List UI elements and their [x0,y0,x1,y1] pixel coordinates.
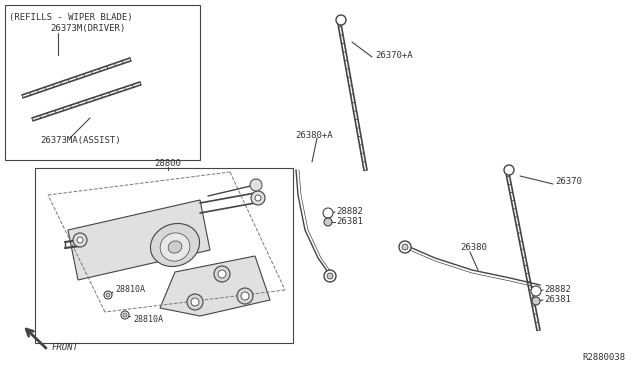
Circle shape [324,270,336,282]
Circle shape [73,233,87,247]
Circle shape [532,297,540,305]
Text: 28810A: 28810A [115,285,145,295]
Circle shape [327,273,333,279]
Circle shape [106,293,110,297]
Bar [5,5,200,160]
Ellipse shape [150,224,200,266]
Circle shape [237,288,253,304]
Circle shape [531,286,541,296]
Text: 26373M(DRIVER): 26373M(DRIVER) [50,25,125,33]
Text: 28800: 28800 [155,158,181,167]
Text: 28882: 28882 [336,208,363,217]
Text: 26370+A: 26370+A [375,51,413,60]
Circle shape [77,237,83,243]
Circle shape [191,298,199,306]
Polygon shape [160,256,270,316]
Ellipse shape [168,241,182,253]
Text: 26373MA(ASSIST): 26373MA(ASSIST) [40,135,120,144]
Text: 26381: 26381 [336,218,363,227]
Circle shape [504,165,514,175]
Circle shape [218,270,226,278]
Text: 26380: 26380 [460,244,487,253]
Text: 26381: 26381 [544,295,571,305]
Circle shape [324,218,332,226]
Circle shape [187,294,203,310]
Circle shape [241,292,249,300]
Text: (REFILLS - WIPER BLADE): (REFILLS - WIPER BLADE) [9,13,132,22]
Circle shape [251,191,265,205]
Text: 28810A: 28810A [133,314,163,324]
Text: FRONT: FRONT [52,343,79,353]
Text: R2880038: R2880038 [582,353,625,362]
Circle shape [399,241,411,253]
Polygon shape [68,200,210,280]
Text: 26370: 26370 [555,177,582,186]
Circle shape [214,266,230,282]
Text: 28882: 28882 [544,285,571,295]
Circle shape [323,208,333,218]
Circle shape [123,313,127,317]
Circle shape [255,195,261,201]
Ellipse shape [160,233,190,261]
Circle shape [104,291,112,299]
Text: 26380+A: 26380+A [295,131,333,140]
Circle shape [402,244,408,250]
Circle shape [336,15,346,25]
Circle shape [250,179,262,191]
Bar [35,168,293,343]
Circle shape [121,311,129,319]
